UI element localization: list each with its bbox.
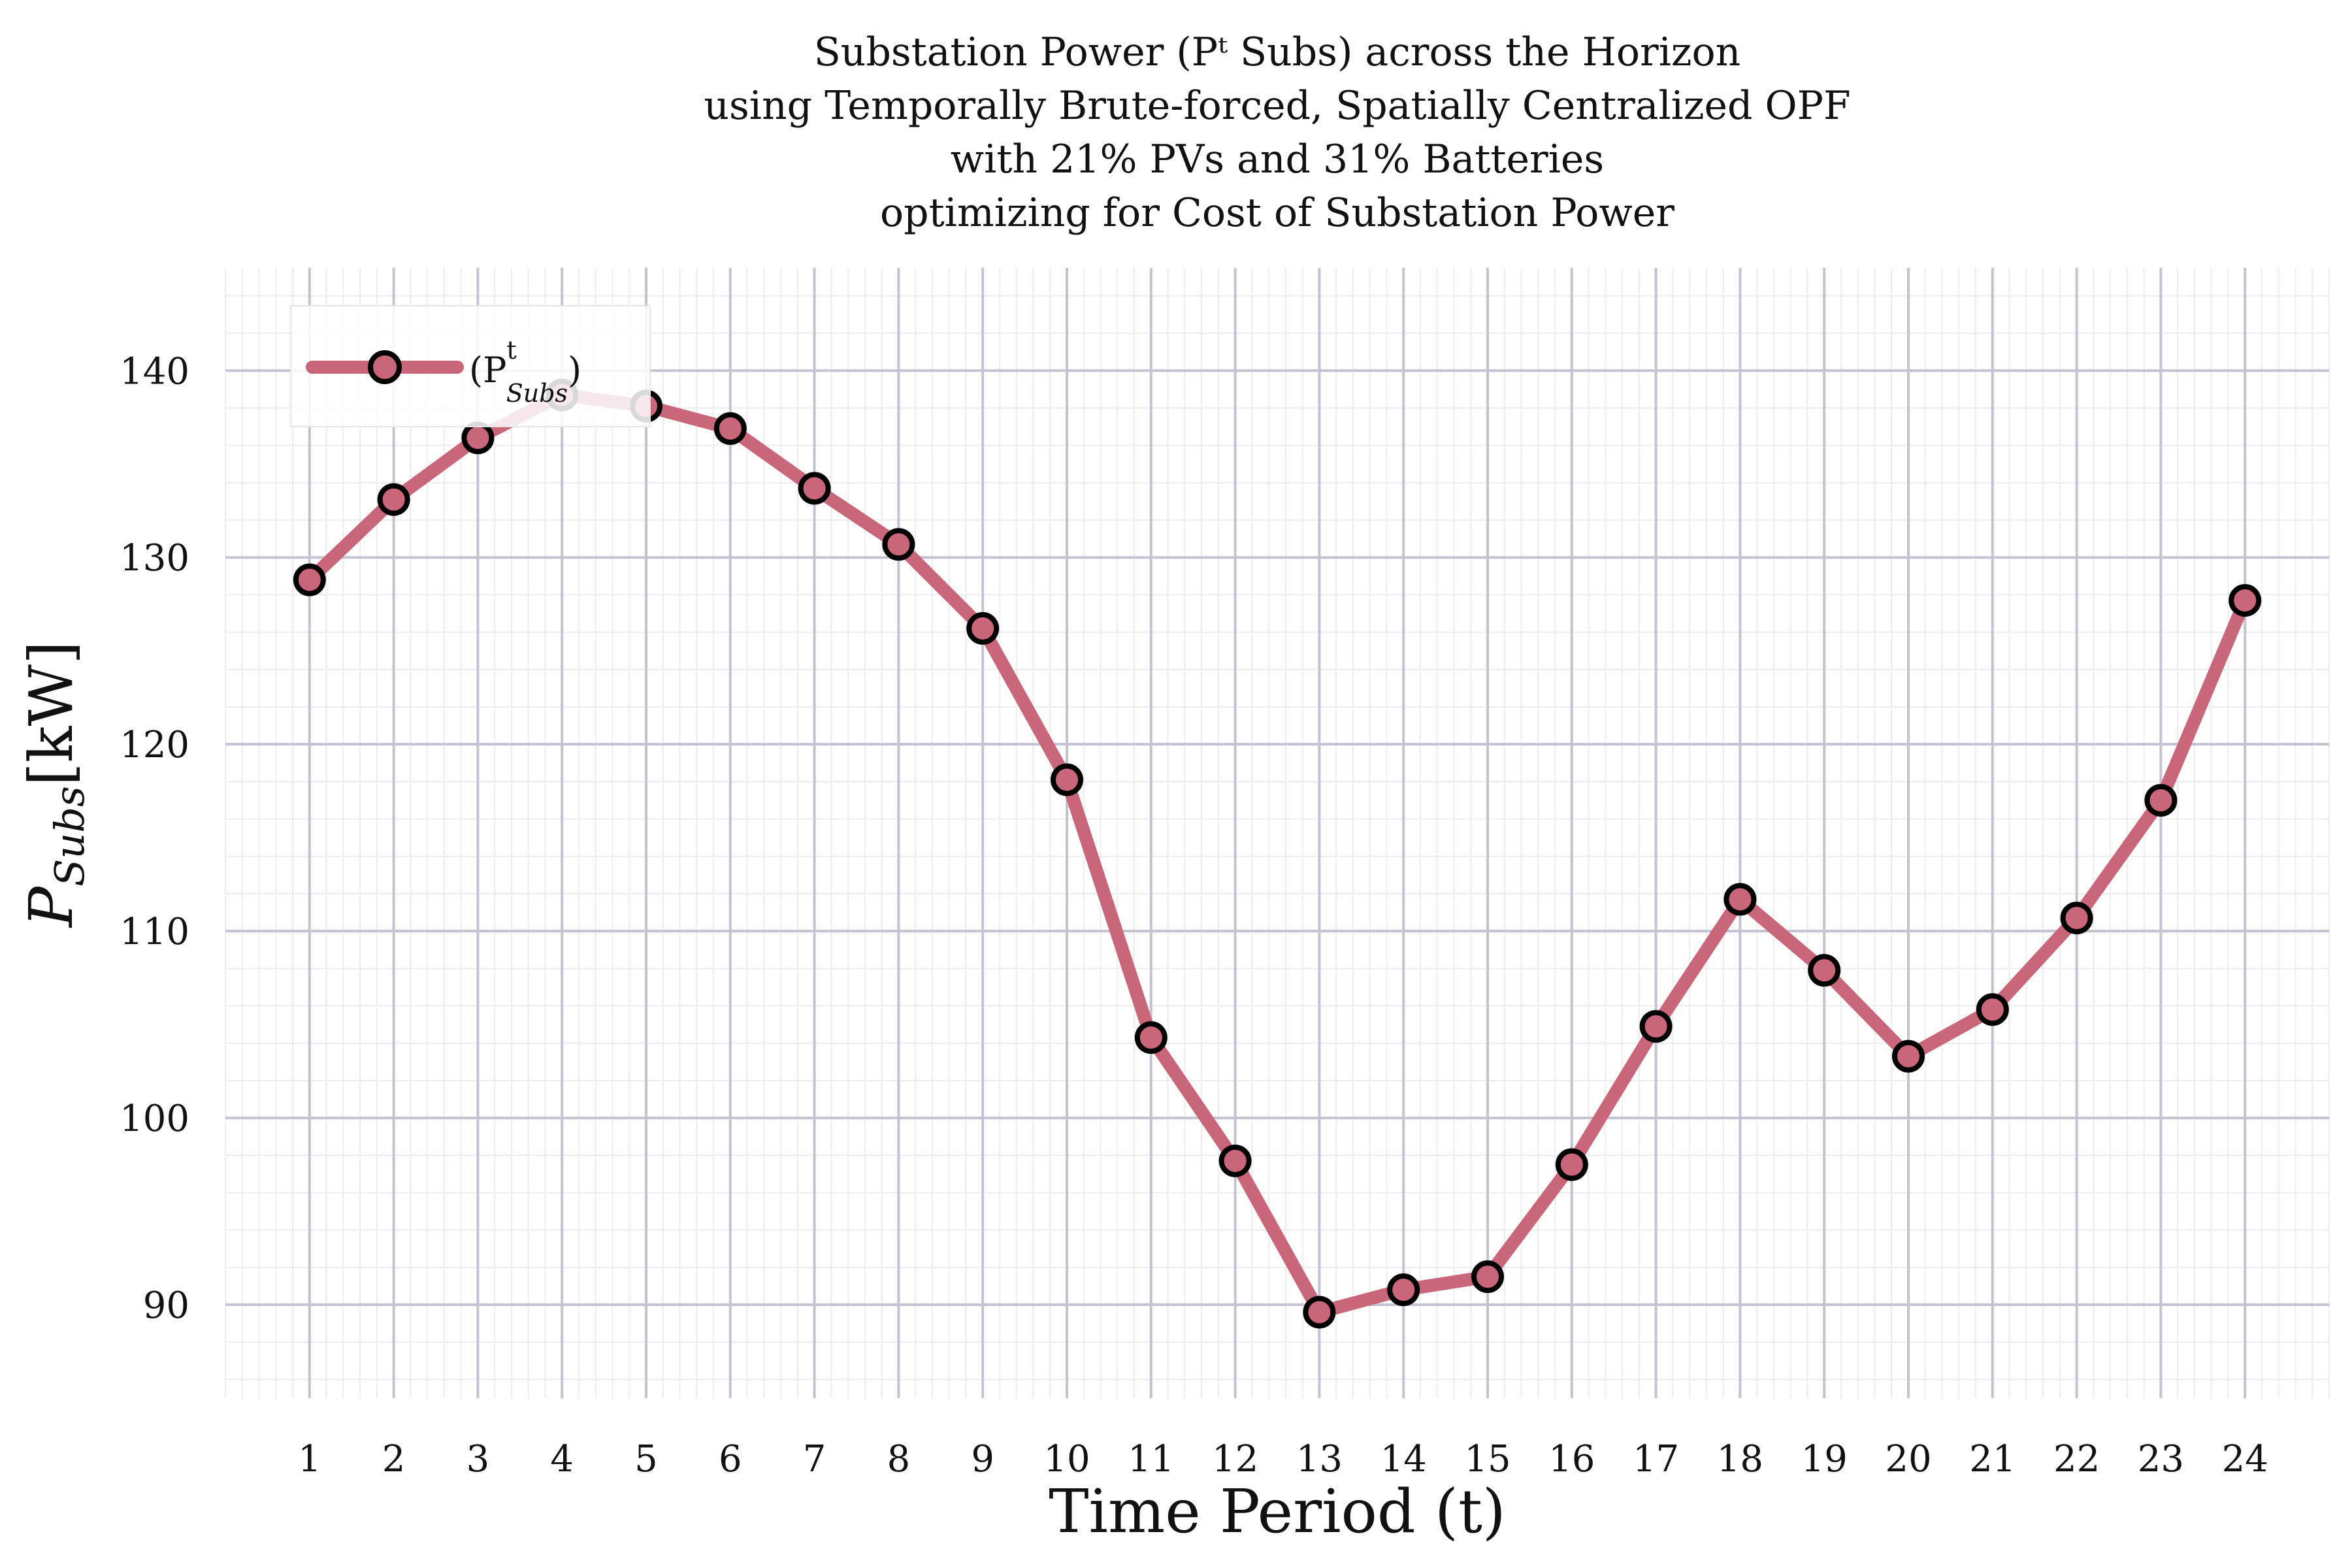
series-points <box>293 378 2262 1329</box>
data-point <box>293 563 326 596</box>
series-line <box>302 388 2252 1319</box>
legend-marker <box>368 350 402 384</box>
x-tick-label: 16 <box>1548 1438 1595 1480</box>
data-point <box>2144 783 2178 817</box>
x-tick-label: 24 <box>2222 1438 2268 1480</box>
x-tick-label: 9 <box>971 1438 994 1480</box>
data-point <box>1218 1144 1252 1177</box>
y-tick-label: 100 <box>120 1098 189 1140</box>
major-grid <box>225 268 2329 1398</box>
data-point <box>1471 1260 1504 1294</box>
x-tick-label: 2 <box>382 1438 406 1480</box>
x-tick-label: 17 <box>1633 1438 1679 1480</box>
data-point <box>1303 1296 1336 1329</box>
y-tick-label: 90 <box>143 1284 189 1327</box>
data-point <box>1051 763 1083 796</box>
legend: (Pt Subs) <box>290 305 651 427</box>
data-point <box>798 472 831 505</box>
y-tick-label: 110 <box>120 911 189 953</box>
data-point <box>2060 902 2093 935</box>
data-point <box>966 612 1000 645</box>
data-point <box>1892 1039 1925 1073</box>
x-tick-label: 8 <box>887 1438 911 1480</box>
chart-title: Substation Power (Pᵗ Subs) across the Ho… <box>704 29 1850 236</box>
x-tick-label: 21 <box>1969 1438 2016 1480</box>
y-tick-label: 120 <box>120 724 189 766</box>
x-tick-label: 3 <box>466 1438 490 1480</box>
y-axis-label-main: P <box>16 885 86 928</box>
x-tick-label: 12 <box>1212 1438 1258 1480</box>
data-point <box>1555 1148 1588 1181</box>
x-axis-label: Time Period (t) <box>1049 1477 1506 1546</box>
data-point <box>1723 883 1757 916</box>
x-tick-label: 10 <box>1043 1438 1090 1480</box>
data-point <box>1976 993 2009 1026</box>
title-line-3: with 21% PVs and 31% Batteries <box>951 137 1604 182</box>
x-tick-label: 15 <box>1464 1438 1511 1480</box>
x-tick-label: 5 <box>634 1438 658 1480</box>
y-axis-label-sub: Subs <box>46 786 93 887</box>
y-axis-label-unit: [kW] <box>16 641 86 786</box>
x-tick-label: 4 <box>550 1438 574 1480</box>
x-tick-label: 20 <box>1885 1438 1931 1480</box>
y-axis-label: PSubs[kW] <box>16 641 93 928</box>
data-point <box>882 528 915 561</box>
x-tick-label: 14 <box>1380 1438 1427 1480</box>
x-tick-labels: 1 2 3 4 5 6 7 8 9 10 11 12 13 14 15 16 17 18 19 20 21 22 23 24 <box>298 1438 2268 1480</box>
x-tick-label: 23 <box>2138 1438 2184 1480</box>
y-tick-label: 140 <box>120 350 189 393</box>
y-tick-label: 130 <box>120 537 189 580</box>
data-point <box>1808 954 1841 987</box>
x-tick-label: 19 <box>1801 1438 1848 1480</box>
data-point <box>377 483 410 516</box>
x-tick-label: 22 <box>2053 1438 2100 1480</box>
x-tick-label: 13 <box>1296 1438 1343 1480</box>
x-tick-label: 6 <box>719 1438 742 1480</box>
data-point <box>1134 1021 1168 1054</box>
x-tick-label: 7 <box>803 1438 826 1480</box>
x-tick-label: 11 <box>1128 1438 1174 1480</box>
title-line-1: Substation Power (Pᵗ Subs) across the Ho… <box>814 29 1741 75</box>
data-point <box>461 421 495 455</box>
y-tick-labels: 90 100 110 120 130 140 <box>120 350 189 1327</box>
data-point <box>713 412 747 445</box>
svg-text:PSubs[kW]: PSubs[kW] <box>16 641 93 928</box>
data-point <box>1387 1273 1420 1307</box>
title-line-4: optimizing for Cost of Substation Power <box>880 190 1674 236</box>
data-point <box>2229 583 2262 617</box>
legend-label: (Pt Subs) <box>469 336 581 408</box>
title-line-2: using Temporally Brute-forced, Spatially… <box>704 83 1850 129</box>
x-tick-label: 1 <box>298 1438 321 1480</box>
data-point <box>1639 1009 1673 1043</box>
x-tick-label: 18 <box>1717 1438 1763 1480</box>
